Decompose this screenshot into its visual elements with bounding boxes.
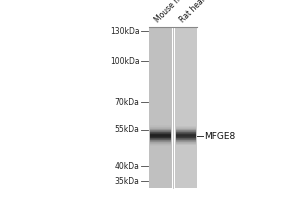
Bar bbox=[176, 127, 196, 128]
Bar bbox=[149, 27, 172, 188]
Bar bbox=[176, 128, 196, 129]
Bar bbox=[175, 27, 197, 188]
Text: 100kDa: 100kDa bbox=[110, 57, 140, 66]
Bar bbox=[176, 136, 196, 137]
Bar bbox=[176, 133, 196, 134]
Bar bbox=[176, 131, 196, 132]
Bar bbox=[150, 131, 171, 132]
Bar bbox=[176, 140, 196, 141]
Bar bbox=[176, 130, 196, 131]
Text: 130kDa: 130kDa bbox=[110, 27, 140, 36]
Bar bbox=[150, 139, 171, 140]
Bar bbox=[150, 144, 171, 145]
Bar bbox=[176, 126, 196, 127]
Bar bbox=[150, 125, 171, 126]
Bar bbox=[176, 141, 196, 142]
Bar bbox=[176, 134, 196, 135]
Bar bbox=[150, 129, 171, 130]
Bar bbox=[176, 144, 196, 145]
Bar bbox=[150, 136, 171, 137]
Bar bbox=[150, 142, 171, 143]
Bar bbox=[150, 132, 171, 133]
Bar bbox=[150, 138, 171, 139]
Bar bbox=[150, 130, 171, 131]
Bar bbox=[150, 128, 171, 129]
Bar bbox=[176, 129, 196, 130]
Text: 55kDa: 55kDa bbox=[115, 125, 140, 134]
Text: 40kDa: 40kDa bbox=[115, 162, 140, 171]
Text: Mouse heart: Mouse heart bbox=[153, 0, 193, 24]
Bar bbox=[176, 135, 196, 136]
Bar bbox=[150, 127, 171, 128]
Bar bbox=[150, 141, 171, 142]
Bar bbox=[150, 145, 171, 146]
Text: Rat heart: Rat heart bbox=[178, 0, 210, 24]
Text: MFGE8: MFGE8 bbox=[205, 132, 236, 141]
Bar bbox=[150, 135, 171, 136]
Bar bbox=[176, 137, 196, 138]
Text: 35kDa: 35kDa bbox=[115, 177, 140, 186]
Bar bbox=[176, 142, 196, 143]
Text: 70kDa: 70kDa bbox=[115, 98, 140, 107]
Bar bbox=[176, 132, 196, 133]
Bar bbox=[176, 143, 196, 144]
Bar bbox=[176, 139, 196, 140]
Bar bbox=[150, 143, 171, 144]
Bar bbox=[176, 138, 196, 139]
Bar bbox=[150, 140, 171, 141]
Bar bbox=[150, 137, 171, 138]
Bar bbox=[150, 126, 171, 127]
Bar bbox=[150, 133, 171, 134]
Bar bbox=[150, 134, 171, 135]
